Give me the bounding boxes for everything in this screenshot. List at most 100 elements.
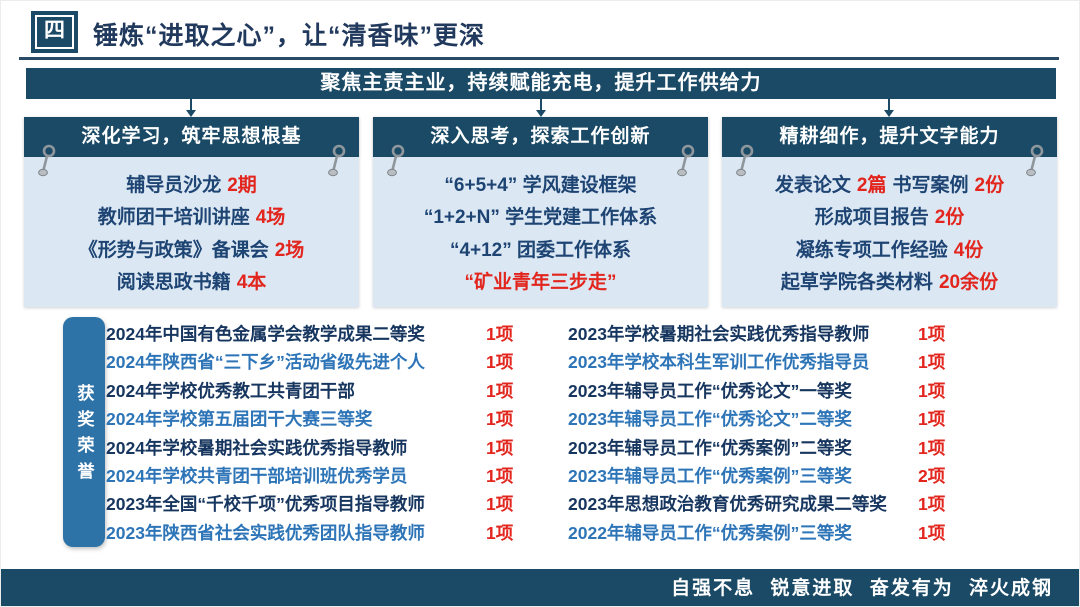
column-item: 凝练专项工作经验 4份 [728, 235, 1051, 262]
column-item: 形成项目报告 2份 [728, 202, 1051, 229]
award-count: 1项 [918, 324, 946, 344]
column-item: “6+5+4” 学风建设框架 [379, 170, 702, 197]
award-name: 2022年辅导员工作“优秀案例”三等奖 [568, 522, 852, 543]
award-row: 2024年学校暑期社会实践优秀指导教师 1项 [106, 435, 530, 463]
award-name: 2024年学校第五届团干大赛三等奖 [106, 409, 373, 430]
item-text: 起草学院各类材料 [780, 272, 933, 294]
column-item: 《形势与政策》备课会 2场 [30, 235, 353, 262]
award-row: 2023年学校本科生军训工作优秀指导员 1项 [568, 349, 962, 377]
column-deep-thinking: 深入思考，探索工作创新 “6+5+4” 学风建设框架 “1+2+N” 学生党建工… [373, 117, 708, 307]
item-text: “矿业青年三步走” [464, 272, 617, 294]
award-name: 2024年陕西省“三下乡”活动省级先进个人 [106, 352, 425, 373]
award-row: 2023年辅导员工作“优秀案例”二等奖 1项 [568, 435, 962, 463]
column-item: “1+2+N” 学生党建工作体系 [379, 202, 702, 229]
item-count: 2篇 [856, 174, 887, 196]
award-name: 2023年辅导员工作“优秀论文”一等奖 [568, 380, 852, 401]
award-count: 1项 [486, 352, 514, 373]
award-name: 2023年思想政治教育优秀研究成果二等奖 [568, 494, 887, 515]
item-count: 2份 [974, 174, 1005, 196]
award-count: 2项 [918, 465, 946, 486]
item-text: “1+2+N” 学生党建工作体系 [423, 207, 658, 229]
column-item: “4+12” 团委工作体系 [379, 235, 702, 262]
item-text: 凝练专项工作经验 [795, 239, 948, 261]
item-text: 阅读思政书籍 [116, 272, 231, 294]
award-name: 2024年中国有色金属学会教学成果二等奖 [106, 324, 425, 344]
item-count: 2期 [227, 174, 257, 196]
column-item: 起草学院各类材料 20余份 [728, 267, 1051, 294]
award-count: 1项 [486, 494, 514, 515]
item-text: 《形势与政策》备课会 [78, 239, 269, 261]
item-text: “6+5+4” 学风建设框架 [444, 174, 637, 196]
column-item: 教师团干培训讲座 4场 [30, 202, 353, 229]
column-content: “6+5+4” 学风建设框架 “1+2+N” 学生党建工作体系 “4+12” 团… [373, 157, 708, 307]
award-row: 2023年辅导员工作“优秀论文”一等奖 1项 [568, 378, 962, 406]
focus-banner: 聚焦主责主业，持续赋能充电，提升工作供给力 [26, 68, 1056, 99]
award-name: 2024年学校共青团干部培训班优秀学员 [106, 465, 408, 486]
award-name: 2023年学校暑期社会实践优秀指导教师 [568, 324, 870, 344]
column-deepen-learning: 深化学习，筑牢思想根基 辅导员沙龙 2期 教师团干培训讲座 4场 《形势与政策》… [24, 117, 359, 307]
award-row: 2022年辅导员工作“优秀案例”三等奖 1项 [568, 520, 962, 548]
award-count: 1项 [918, 352, 946, 373]
award-row: 2023年陕西省社会实践优秀团队指导教师 1项 [106, 520, 530, 548]
column-item: 辅导员沙龙 2期 [30, 170, 353, 197]
awards-tab: 获奖荣誉 [63, 317, 105, 547]
award-name: 2023年学校本科生军训工作优秀指导员 [568, 352, 870, 373]
down-arrow-icon [186, 99, 196, 117]
award-name: 2023年辅导员工作“优秀论文”二等奖 [568, 409, 852, 430]
award-count: 1项 [486, 409, 514, 430]
award-count: 1项 [486, 465, 514, 486]
award-count: 1项 [486, 380, 514, 401]
item-count: 20余份 [938, 272, 999, 294]
column-item: 发表论文 2篇 书写案例 2份 [728, 170, 1051, 197]
award-name: 2023年陕西省社会实践优秀团队指导教师 [106, 522, 425, 543]
award-count: 1项 [918, 494, 946, 515]
item-text: “4+12” 团委工作体系 [449, 239, 632, 261]
awards-list-left: 2024年中国有色金属学会教学成果二等奖 1项 2024年陕西省“三下乡”活动省… [106, 321, 530, 548]
award-count: 1项 [918, 380, 946, 401]
award-count: 1项 [918, 522, 946, 543]
column-content: 发表论文 2篇 书写案例 2份 形成项目报告 2份 凝练专项工作经验 4份 起草… [722, 157, 1057, 307]
award-row: 2024年学校共青团干部培训班优秀学员 1项 [106, 463, 530, 491]
award-count: 1项 [486, 324, 514, 344]
column-header: 精耕细作，提升文字能力 [722, 117, 1057, 157]
item-text: 书写案例 [892, 174, 969, 196]
award-row: 2024年学校第五届团干大赛三等奖 1项 [106, 406, 530, 434]
item-text: 辅导员沙龙 [126, 174, 222, 196]
pin-icon [38, 144, 56, 177]
item-text: 发表论文 [774, 174, 851, 196]
award-name: 2023年辅导员工作“优秀案例”二等奖 [568, 437, 852, 458]
award-name: 2024年学校暑期社会实践优秀指导教师 [106, 437, 408, 458]
footer-motto: 自强不息 锐意进取 奋发有为 淬火成钢 [1, 569, 1079, 606]
item-count: 4份 [953, 239, 984, 261]
award-row: 2023年思想政治教育优秀研究成果二等奖 1项 [568, 491, 962, 519]
award-row: 2023年全国“千校千项”优秀项目指导教师 1项 [106, 491, 530, 519]
item-count: 4本 [236, 272, 267, 294]
down-arrow-icon [884, 99, 894, 117]
pin-icon [387, 144, 405, 177]
award-name: 2023年全国“千校千项”优秀项目指导教师 [106, 494, 425, 515]
award-row: 2023年学校暑期社会实践优秀指导教师 1项 [568, 321, 962, 349]
award-row: 2023年辅导员工作“优秀案例”三等奖 2项 [568, 463, 962, 491]
award-row: 2024年中国有色金属学会教学成果二等奖 1项 [106, 321, 530, 349]
award-row: 2023年辅导员工作“优秀论文”二等奖 1项 [568, 406, 962, 434]
award-count: 1项 [918, 437, 946, 458]
pin-icon [328, 144, 346, 177]
item-text: 教师团干培训讲座 [97, 207, 250, 229]
page-title: 锤炼“进取之心”，让“清香味”更深 [93, 22, 486, 50]
award-name: 2023年辅导员工作“优秀案例”三等奖 [568, 465, 852, 486]
column-header: 深入思考，探索工作创新 [373, 117, 708, 157]
pin-icon [677, 144, 695, 177]
awards-list-right: 2023年学校暑期社会实践优秀指导教师 1项 2023年学校本科生军训工作优秀指… [568, 321, 962, 548]
column-content: 辅导员沙龙 2期 教师团干培训讲座 4场 《形势与政策》备课会 2场 阅读思政书… [24, 157, 359, 307]
title-underline [19, 57, 1059, 60]
pin-icon [1026, 144, 1044, 177]
pin-icon [736, 144, 754, 177]
item-count: 4场 [255, 207, 286, 229]
award-count: 1项 [486, 522, 514, 543]
item-count: 2场 [274, 239, 305, 261]
award-count: 1项 [486, 437, 514, 458]
column-item: “矿业青年三步走” [379, 267, 702, 294]
section-number: 四 [35, 15, 74, 49]
down-arrow-icon [536, 99, 546, 117]
